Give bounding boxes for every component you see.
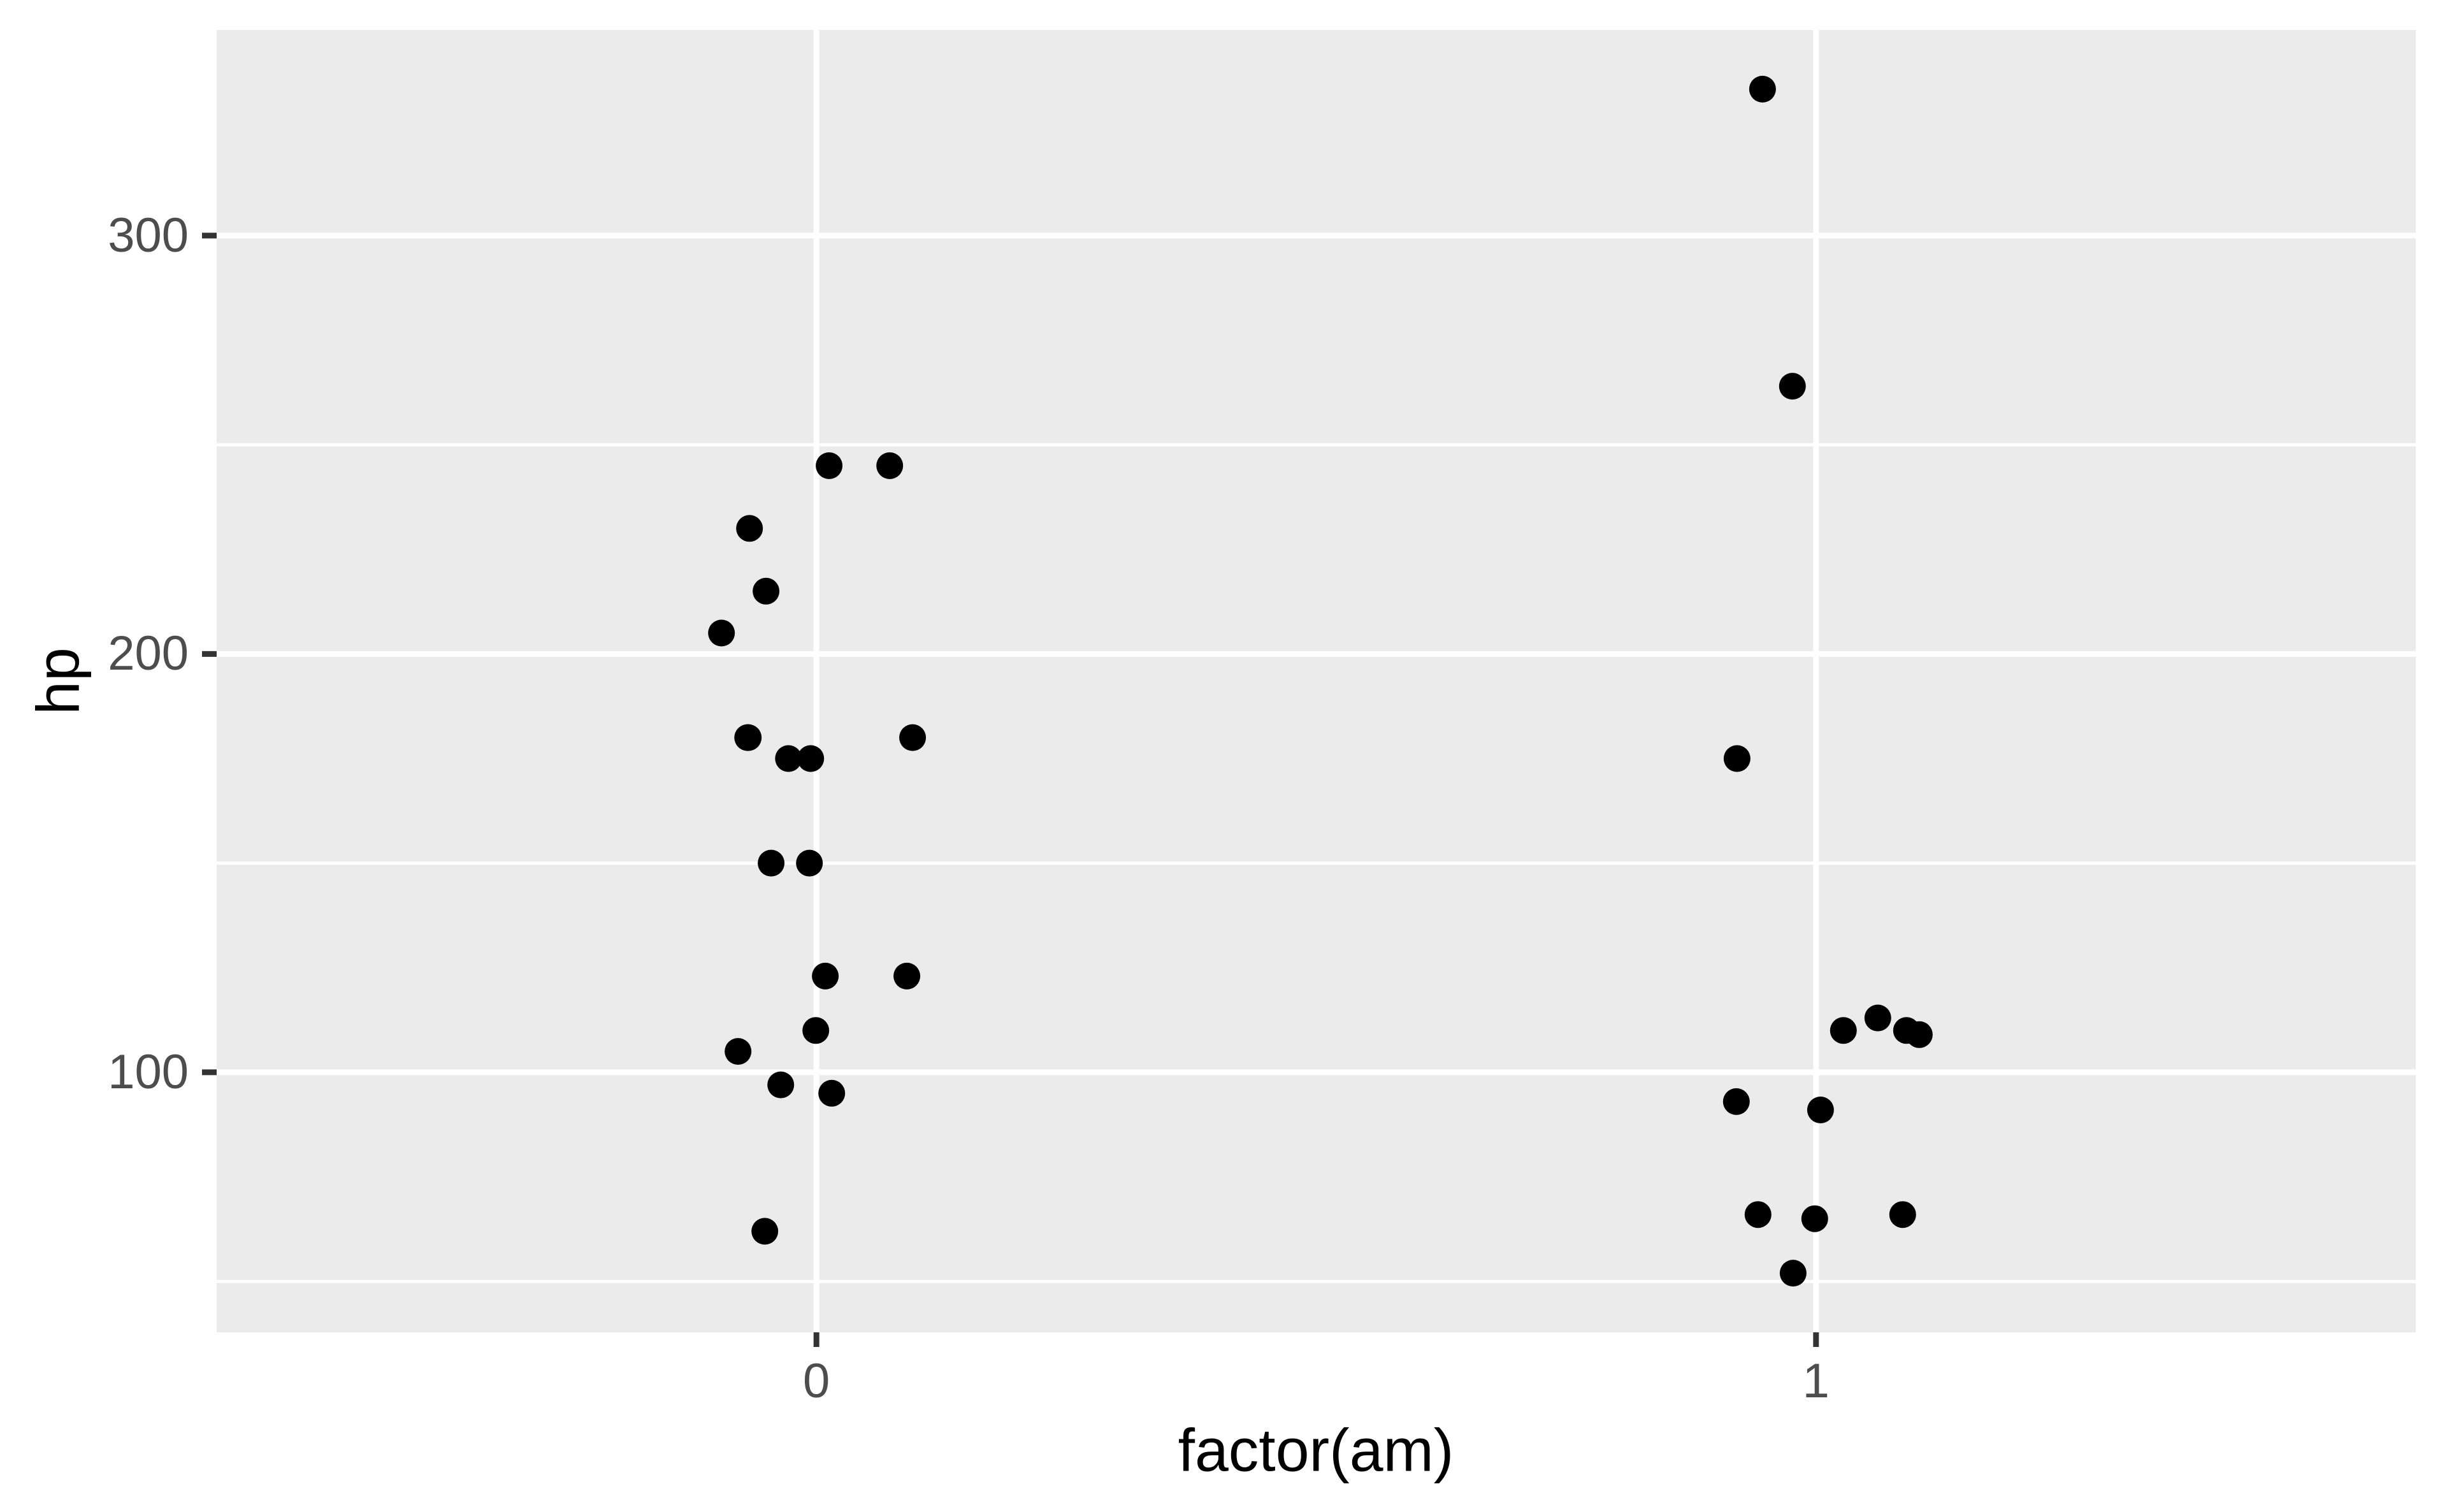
data-point — [735, 724, 762, 751]
data-point — [1830, 1017, 1857, 1044]
data-point — [796, 849, 823, 877]
data-point — [753, 577, 780, 605]
data-point — [812, 962, 839, 990]
data-point — [751, 1218, 779, 1245]
data-point — [899, 724, 927, 751]
data-point — [1779, 1260, 1807, 1287]
data-point — [725, 1038, 752, 1065]
data-point — [1749, 75, 1776, 103]
data-point — [775, 745, 802, 772]
data-point — [1905, 1021, 1933, 1048]
data-point — [797, 745, 825, 772]
plot-panel — [217, 30, 2416, 1332]
x-tick-label: 1 — [1802, 1354, 1830, 1408]
data-point — [1744, 1201, 1772, 1228]
data-point — [1723, 745, 1750, 772]
data-point — [1779, 373, 1806, 400]
y-tick-label: 300 — [108, 208, 189, 263]
y-axis-title: hp — [24, 647, 92, 715]
y-tick-label: 100 — [108, 1044, 189, 1099]
y-tick-label: 200 — [108, 626, 189, 681]
data-point — [767, 1071, 795, 1098]
data-point — [893, 962, 921, 990]
data-point — [758, 849, 785, 877]
data-point — [1807, 1097, 1834, 1123]
data-point — [736, 515, 763, 542]
x-tick-label: 0 — [803, 1354, 830, 1408]
data-point — [1889, 1201, 1916, 1228]
data-point — [818, 1079, 846, 1107]
data-point — [802, 1017, 830, 1044]
data-point — [708, 619, 735, 647]
data-point — [876, 452, 904, 479]
data-point — [1722, 1088, 1750, 1115]
data-point — [1864, 1004, 1891, 1032]
data-point — [816, 452, 843, 479]
x-axis-title: factor(am) — [1178, 1416, 1454, 1485]
data-point — [1801, 1205, 1828, 1232]
